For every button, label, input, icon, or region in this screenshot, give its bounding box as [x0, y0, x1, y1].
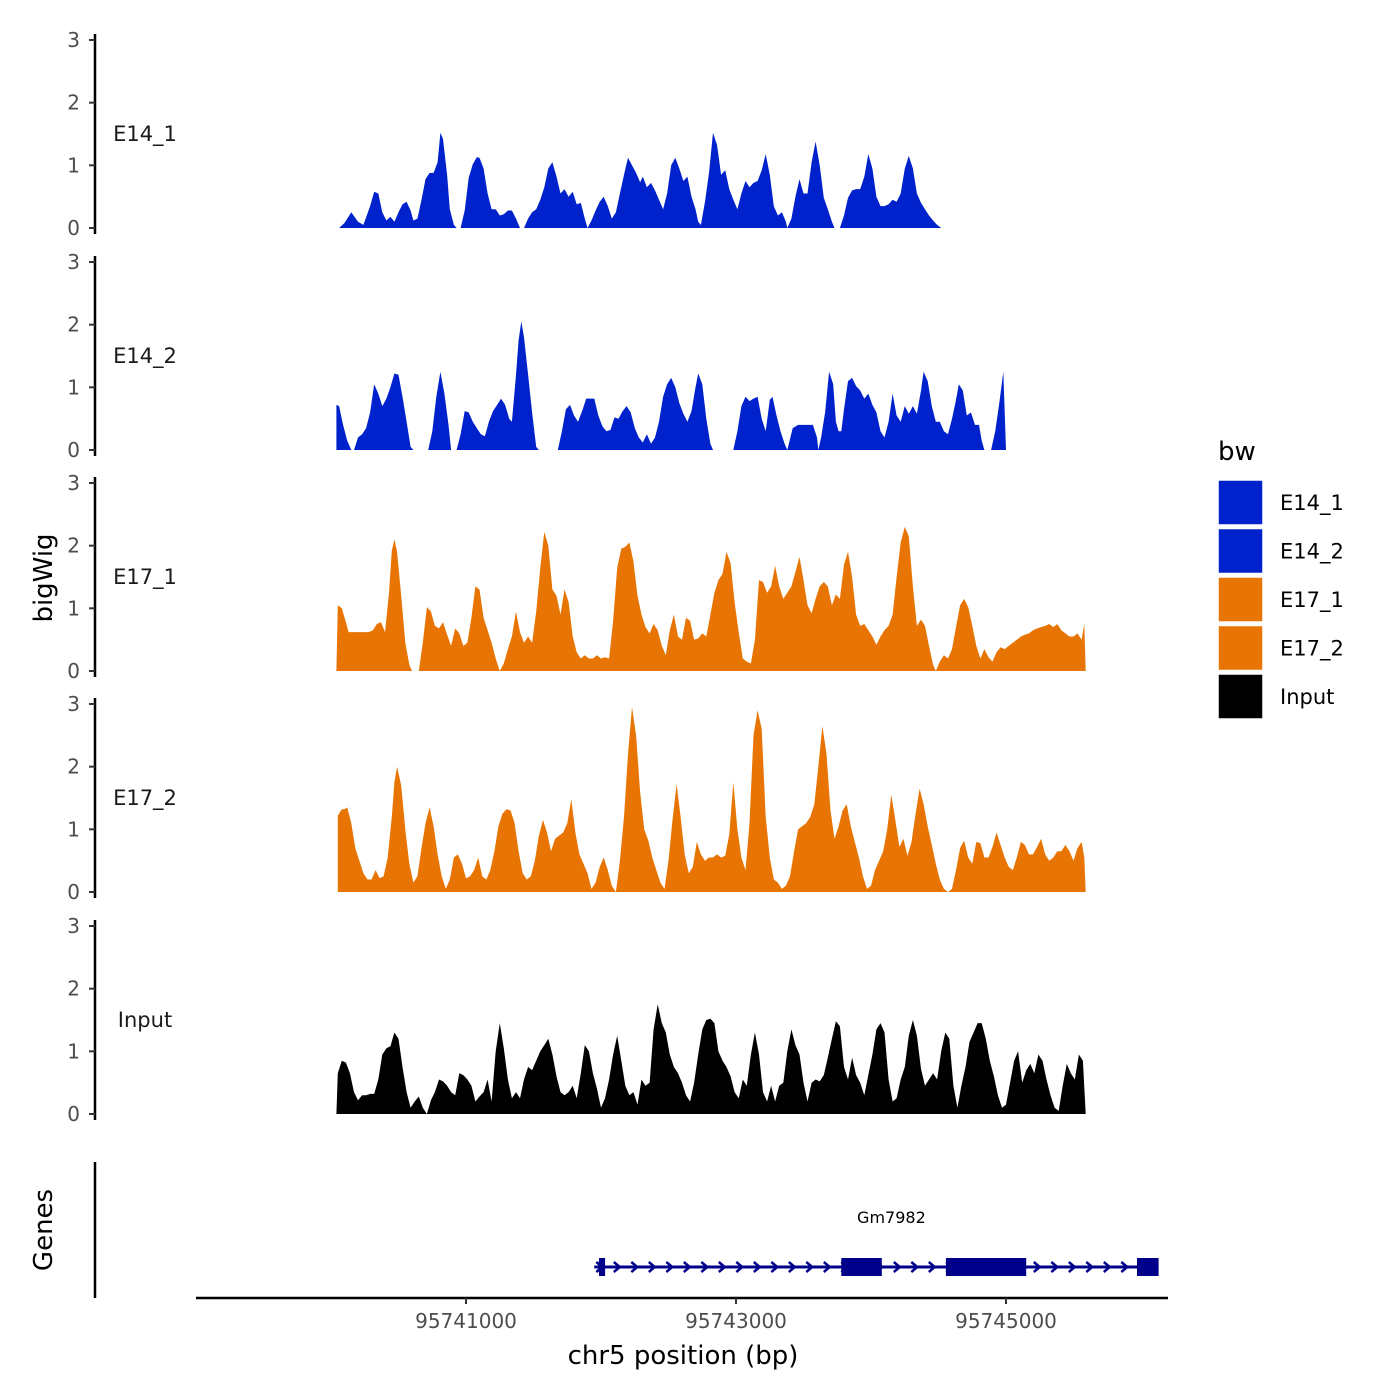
area-E17_2 — [337, 707, 1086, 892]
y-tick-label-E14_1-2: 2 — [67, 91, 80, 115]
genes-track: Gm7982 — [93, 1162, 1159, 1298]
coverage-tracks: 0 1 2 3 E14_1 0 1 2 3 E14_2 0 1 2 3 E17_1 0 1 2 3 E17_2 0 1 2 3… — [67, 28, 1086, 1126]
area-E14_2 — [336, 321, 1006, 450]
strand-arrow — [665, 1261, 675, 1273]
y-tick-label-E17_1-3: 3 — [67, 471, 80, 495]
y-tick-label-E17_1-1: 1 — [67, 596, 80, 620]
legend-label-E17_1: E17_1 — [1280, 588, 1344, 613]
y-tick-label-E17_1-2: 2 — [67, 534, 80, 558]
track-label-Input: Input — [118, 1008, 172, 1032]
strand-arrow — [822, 1261, 832, 1273]
x-axis: 95741000 95743000 95745000 — [196, 1296, 1168, 1333]
strand-arrow — [787, 1261, 797, 1273]
strand-arrow — [682, 1261, 692, 1273]
legend-label-E14_2: E14_2 — [1280, 540, 1344, 565]
strand-arrow — [1032, 1261, 1042, 1273]
legend-label-E17_2: E17_2 — [1280, 637, 1344, 662]
area-E17_1 — [336, 526, 1086, 671]
legend-swatch-E14_1 — [1217, 479, 1264, 526]
strand-arrow — [1067, 1261, 1077, 1273]
strand-arrow — [1085, 1261, 1095, 1273]
strand-arrow — [770, 1261, 780, 1273]
x-tick-label-95741000: 95741000 — [415, 1309, 517, 1333]
y-tick-label-E14_1-0: 0 — [67, 216, 80, 240]
legend-label-E14_1: E14_1 — [1280, 491, 1344, 516]
track-E14_2: 0 1 2 3 E14_2 — [67, 250, 1006, 462]
gene-label-Gm7982: Gm7982 — [857, 1208, 926, 1227]
y-tick-label-E14_1-3: 3 — [67, 28, 80, 52]
y-tick-label-Input-0: 0 — [67, 1102, 80, 1126]
y-tick-label-E14_2-2: 2 — [67, 313, 80, 337]
y-axis-title: bigWig — [29, 533, 59, 622]
legend-swatch-E17_1 — [1217, 576, 1264, 623]
y-tick-label-E17_1-0: 0 — [67, 659, 80, 683]
strand-arrow — [612, 1261, 622, 1273]
track-E17_1: 0 1 2 3 E17_1 — [67, 471, 1086, 683]
legend-swatch-E14_2 — [1217, 527, 1264, 575]
strand-arrow — [1120, 1261, 1130, 1273]
legend-swatch-Input — [1217, 673, 1264, 720]
area-Input — [336, 1004, 1086, 1114]
strand-arrow — [910, 1261, 920, 1273]
y-tick-label-Input-3: 3 — [67, 914, 80, 938]
track-label-E17_2: E17_2 — [113, 786, 177, 811]
exon-Gm7982-2 — [841, 1258, 882, 1276]
y-tick-label-Input-1: 1 — [67, 1039, 80, 1063]
strand-arrow — [1050, 1261, 1060, 1273]
y-tick-label-E14_2-3: 3 — [67, 250, 80, 274]
strand-arrow — [1102, 1261, 1112, 1273]
y-tick-label-E17_2-3: 3 — [67, 692, 80, 716]
strand-arrow — [927, 1261, 937, 1273]
legend-swatch-E17_2 — [1217, 624, 1264, 672]
y-tick-label-E17_2-2: 2 — [67, 755, 80, 779]
area-E14_1 — [339, 132, 942, 228]
legend: bw E14_1 E14_2 E17_1 E17_2 Input — [1217, 437, 1344, 720]
track-E14_1: 0 1 2 3 E14_1 — [67, 28, 942, 240]
exon-Gm7982-1 — [599, 1258, 606, 1276]
strand-arrow — [735, 1261, 745, 1273]
x-tick-label-95745000: 95745000 — [955, 1309, 1057, 1333]
track-E17_2: 0 1 2 3 E17_2 — [67, 692, 1086, 904]
legend-title: bw — [1218, 437, 1256, 467]
track-label-E14_1: E14_1 — [113, 122, 177, 147]
x-tick-label-95743000: 95743000 — [685, 1309, 787, 1333]
y-tick-label-E14_2-0: 0 — [67, 438, 80, 462]
y-tick-label-E14_1-1: 1 — [67, 153, 80, 177]
y-tick-label-E17_2-1: 1 — [67, 817, 80, 841]
exon-Gm7982-4 — [1137, 1258, 1159, 1276]
strand-arrow — [805, 1261, 815, 1273]
strand-arrow — [717, 1261, 727, 1273]
track-label-E14_2: E14_2 — [113, 344, 177, 369]
strand-arrow — [752, 1261, 762, 1273]
legend-label-Input: Input — [1280, 685, 1334, 709]
y-tick-label-E17_2-0: 0 — [67, 880, 80, 904]
strand-arrow — [630, 1261, 640, 1273]
strand-arrow — [647, 1261, 657, 1273]
y-tick-label-Input-2: 2 — [67, 977, 80, 1001]
genes-track-title: Genes — [29, 1189, 59, 1271]
exon-Gm7982-3 — [945, 1258, 1027, 1276]
track-label-E17_1: E17_1 — [113, 565, 177, 590]
y-tick-label-E14_2-1: 1 — [67, 375, 80, 399]
track-Input: 0 1 2 3 Input — [67, 914, 1086, 1126]
x-axis-title: chr5 position (bp) — [568, 1341, 799, 1371]
strand-arrow — [700, 1261, 710, 1273]
strand-arrow — [892, 1261, 902, 1273]
